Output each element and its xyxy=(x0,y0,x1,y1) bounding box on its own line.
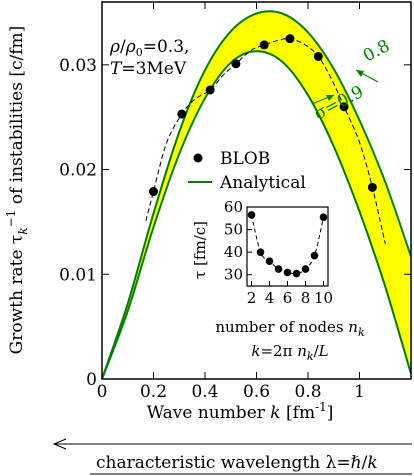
x-tick-label-1: 0.2 xyxy=(140,382,167,402)
blob-points xyxy=(149,34,377,197)
inset-point-1 xyxy=(256,248,265,256)
inset-x-tick-label-4: 10 xyxy=(314,289,333,307)
bottom-caption-text: characteristic wavelength λ=ℏ/k xyxy=(96,453,378,473)
inset-point-8 xyxy=(319,213,328,221)
blob-point-0 xyxy=(149,187,158,197)
x-tick-label-2: 0.4 xyxy=(191,382,218,402)
inset-points xyxy=(247,211,328,278)
inset-plot: 2 4 6 8 10 30 40 50 60 τ [fm/c] number of nodes… xyxy=(191,198,365,363)
temperature-annotation: T=3MeV xyxy=(110,59,187,79)
blob-point-8 xyxy=(367,182,377,192)
legend: BLOB Analytical xyxy=(188,149,306,193)
analytical-upper-curve xyxy=(101,10,412,380)
caption-arrowhead xyxy=(52,438,67,450)
density-annotation: ρ/ρ0=0.3, xyxy=(109,37,189,59)
blob-point-3 xyxy=(231,59,241,69)
sigma-0.8-text: 0.8 xyxy=(360,36,393,66)
y-tick-label-0: 0 xyxy=(86,370,97,390)
inset-x-tick-label-0: 2 xyxy=(247,289,257,307)
inset-y-ticks: 30 40 50 60 xyxy=(224,198,252,284)
sigma-label-0.8: 0.8 xyxy=(355,36,393,83)
blob-point-5 xyxy=(285,34,295,44)
legend-analytical-label: Analytical xyxy=(219,173,306,193)
sigma-0.9-arrowhead xyxy=(326,95,334,101)
inset-x-label: number of nodes nk xyxy=(215,318,365,339)
blob-point-6 xyxy=(313,51,323,61)
inset-x-ticks: 2 4 6 8 10 xyxy=(247,281,333,307)
inset-x-tick-label-1: 4 xyxy=(265,289,275,307)
inset-formula: k=2π nk/L xyxy=(251,342,328,363)
y-tick-label-2: 0.02 xyxy=(59,161,97,181)
inset-point-4 xyxy=(283,268,292,277)
inset-point-2 xyxy=(265,257,274,265)
analytical-band-fill xyxy=(102,11,411,379)
legend-blob-marker xyxy=(193,153,203,163)
blob-point-1 xyxy=(177,109,187,119)
x-tick-label-4: 0.8 xyxy=(294,382,321,402)
inset-y-tick-label-1: 40 xyxy=(224,243,243,261)
blob-point-2 xyxy=(205,85,215,95)
inset-point-7 xyxy=(310,251,319,260)
y-tick-label-3: 0.03 xyxy=(59,56,97,76)
inset-y-tick-label-3: 60 xyxy=(224,198,243,216)
x-tick-label-5: 1 xyxy=(354,382,365,402)
bottom-caption: characteristic wavelength λ=ℏ/k xyxy=(52,438,412,475)
y-tick-label-1: 0.01 xyxy=(59,265,97,285)
y-axis-label: Growth rate τk−1 of instabilities [c/fm] xyxy=(4,26,30,355)
inset-y-tick-label-2: 50 xyxy=(224,221,243,239)
analytical-lower-curve xyxy=(101,50,412,380)
inset-y-label: τ [fm/c] xyxy=(191,221,209,279)
main-plot: 0 0.2 0.4 0.6 0.8 1 0 0.01 0.02 0.03 xyxy=(59,1,412,402)
inset-point-3 xyxy=(274,265,283,273)
main-y-ticks: 0 0.01 0.02 0.03 xyxy=(59,56,411,390)
inset-point-6 xyxy=(301,265,310,273)
inset-x-tick-label-3: 8 xyxy=(301,289,311,307)
x-tick-label-3: 0.6 xyxy=(243,382,270,402)
inset-point-5 xyxy=(292,269,301,278)
inset-point-0 xyxy=(247,211,256,219)
inset-x-tick-label-2: 6 xyxy=(283,289,293,307)
legend-blob-label: BLOB xyxy=(220,149,270,169)
x-tick-label-0: 0 xyxy=(97,382,108,402)
blob-point-4 xyxy=(259,40,269,50)
main-x-ticks: 0 0.2 0.4 0.6 0.8 1 xyxy=(97,2,365,402)
x-axis-label: Wave number k [fm-1] xyxy=(147,400,334,423)
inset-y-tick-label-0: 30 xyxy=(224,266,243,284)
blob-point-7 xyxy=(339,102,349,112)
sigma-0.8-arrowhead xyxy=(356,70,364,77)
